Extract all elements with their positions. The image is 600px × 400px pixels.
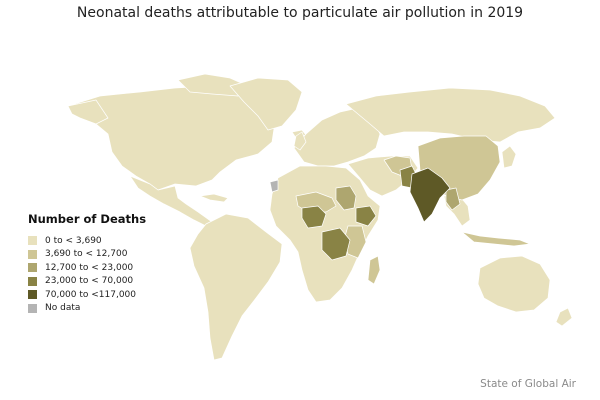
legend-swatch: [28, 263, 37, 273]
legend: Number of Deaths 0 to < 3,690 3,690 to <…: [28, 212, 146, 315]
region-south-america: [189, 213, 283, 361]
map-title: Neonatal deaths attributable to particul…: [76, 5, 524, 21]
region-west-africa: [295, 191, 337, 213]
region-nigeria: [301, 205, 327, 229]
legend-label: 12,700 to < 23,000: [45, 262, 134, 273]
legend-label: No data: [45, 303, 81, 314]
region-uk: [293, 131, 307, 151]
region-madagascar: [367, 255, 381, 285]
region-greenland: [229, 77, 303, 131]
region-india: [409, 167, 451, 223]
legend-swatch: [28, 276, 37, 286]
legend-item: 3,690 to < 12,700: [28, 248, 146, 262]
source-credit: State of Global Air: [480, 378, 576, 390]
legend-item: 12,700 to < 23,000: [28, 261, 146, 275]
legend-item: 70,000 to <117,000: [28, 288, 146, 302]
legend-swatch: [28, 303, 37, 313]
legend-item: 0 to < 3,690: [28, 234, 146, 248]
region-russia: [345, 87, 556, 143]
region-australia: [477, 255, 551, 313]
region-no-data-western-sahara: [269, 179, 279, 193]
region-new-zealand: [555, 307, 573, 327]
legend-title: Number of Deaths: [28, 212, 147, 226]
region-sudan: [335, 185, 357, 211]
region-ethiopia: [355, 205, 377, 227]
legend-swatch: [28, 249, 37, 259]
region-dr-congo: [321, 227, 351, 261]
region-japan: [501, 145, 517, 169]
region-alaska: [67, 99, 109, 125]
legend-label: 70,000 to <117,000: [45, 289, 137, 300]
legend-swatch: [28, 290, 37, 300]
region-indonesia: [461, 231, 531, 247]
legend-item: 23,000 to < 70,000: [28, 275, 146, 289]
legend-label: 23,000 to < 70,000: [45, 276, 134, 287]
legend-item: No data: [28, 302, 146, 316]
legend-label: 0 to < 3,690: [45, 235, 102, 246]
legend-label: 3,690 to < 12,700: [45, 249, 128, 260]
region-myanmar: [445, 187, 461, 211]
region-caribbean: [199, 193, 229, 203]
legend-swatch: [28, 236, 37, 246]
